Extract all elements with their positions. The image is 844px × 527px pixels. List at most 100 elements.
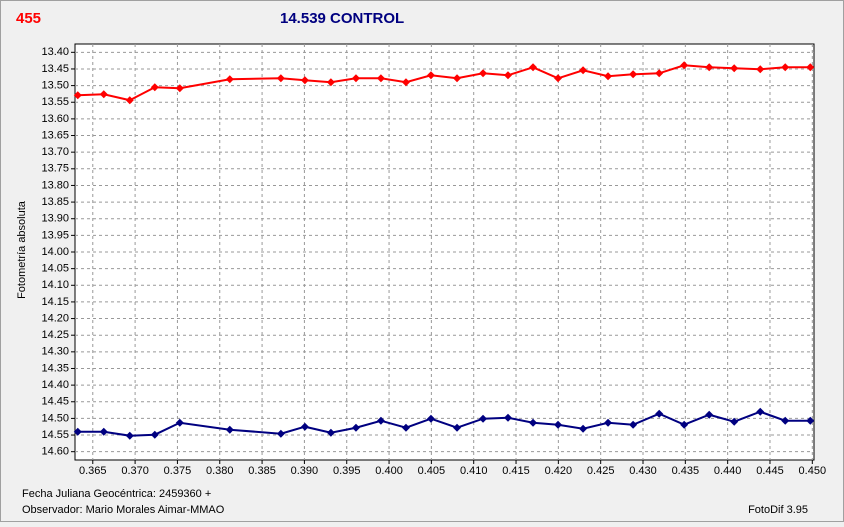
data-point: [806, 416, 815, 425]
x-tick-label: 0.440: [714, 465, 742, 477]
y-tick-label: 13.95: [41, 229, 69, 241]
data-point: [150, 430, 159, 439]
data-point: [756, 65, 765, 74]
data-point: [150, 83, 159, 92]
y-tick-label: 14.00: [41, 246, 69, 258]
y-tick-label: 14.60: [41, 446, 69, 458]
y-tick-label: 13.45: [41, 63, 69, 75]
data-point: [426, 414, 435, 423]
y-tick-label: 14.05: [41, 263, 69, 275]
x-tick-label: 0.390: [291, 465, 319, 477]
data-point: [175, 418, 184, 427]
y-tick-label: 14.55: [41, 429, 69, 441]
data-point: [401, 78, 410, 87]
y-tick-label: 14.30: [41, 346, 69, 358]
data-point: [730, 64, 739, 73]
data-point: [554, 74, 563, 83]
y-tick-label: 13.75: [41, 163, 69, 175]
data-point: [401, 423, 410, 432]
data-point: [73, 427, 82, 436]
series-line: [77, 64, 811, 102]
x-tick-label: 0.405: [418, 465, 446, 477]
data-point: [629, 420, 638, 429]
observer: Observador: Mario Morales Aimar-MMAO: [22, 504, 225, 516]
data-point: [453, 423, 462, 432]
x-tick-label: 0.380: [206, 465, 234, 477]
y-tick-label: 14.45: [41, 396, 69, 408]
y-tick-label: 13.70: [41, 146, 69, 158]
data-point: [225, 425, 234, 434]
data-point: [806, 63, 815, 72]
x-tick-label: 0.435: [672, 465, 700, 477]
data-point: [351, 423, 360, 432]
data-point: [376, 416, 385, 425]
data-point: [276, 74, 285, 83]
data-point: [529, 418, 538, 427]
y-tick-label: 14.15: [41, 296, 69, 308]
x-tick-label: 0.385: [248, 465, 276, 477]
data-point: [99, 427, 108, 436]
data-point: [655, 409, 664, 418]
data-point: [326, 78, 335, 87]
data-point: [453, 74, 462, 83]
y-tick-label: 14.10: [41, 279, 69, 291]
x-tick-label: 0.400: [375, 465, 403, 477]
data-point: [426, 71, 435, 80]
y-tick-label: 13.40: [41, 46, 69, 58]
y-tick-label: 13.60: [41, 113, 69, 125]
x-tick-label: 0.365: [79, 465, 107, 477]
data-point: [326, 428, 335, 437]
data-point: [225, 75, 234, 84]
data-point: [351, 74, 360, 83]
software: FotoDif 3.95: [748, 504, 808, 516]
y-tick-label: 14.50: [41, 412, 69, 424]
data-point: [655, 69, 664, 78]
data-point: [503, 413, 512, 422]
data-point: [276, 429, 285, 438]
x-tick-label: 0.430: [629, 465, 657, 477]
x-tick-label: 0.395: [333, 465, 361, 477]
y-axis-label: Fotometría absoluta: [16, 200, 28, 299]
data-point: [579, 424, 588, 433]
y-tick-label: 13.90: [41, 213, 69, 225]
data-point: [604, 72, 613, 81]
data-point: [125, 431, 134, 440]
x-tick-label: 0.425: [587, 465, 615, 477]
data-point: [705, 410, 714, 419]
data-point: [479, 414, 488, 423]
x-tick-label: 0.445: [756, 465, 784, 477]
x-tick-label: 0.415: [502, 465, 530, 477]
series-line: [77, 410, 811, 437]
data-point: [529, 63, 538, 72]
data-point: [604, 418, 613, 427]
y-tick-label: 14.20: [41, 312, 69, 324]
y-tick-label: 13.50: [41, 80, 69, 92]
data-point: [479, 69, 488, 78]
data-point: [781, 416, 790, 425]
y-tick-label: 13.85: [41, 196, 69, 208]
data-point: [730, 417, 739, 426]
x-tick-label: 0.420: [545, 465, 573, 477]
data-point: [175, 84, 184, 93]
data-point: [300, 76, 309, 85]
x-axis-label: Fecha Juliana Geocéntrica: 2459360 +: [22, 488, 211, 500]
x-tick-label: 0.370: [121, 465, 149, 477]
y-tick-label: 14.40: [41, 379, 69, 391]
x-tick-label: 0.410: [460, 465, 488, 477]
data-point: [781, 63, 790, 72]
data-point: [376, 74, 385, 83]
x-tick-label: 0.450: [799, 465, 827, 477]
data-point: [300, 422, 309, 431]
data-point: [554, 420, 563, 429]
y-tick-label: 14.25: [41, 329, 69, 341]
y-tick-label: 14.35: [41, 362, 69, 374]
data-point: [99, 90, 108, 99]
data-point: [579, 66, 588, 75]
plot-area: [74, 43, 815, 461]
data-point: [73, 91, 82, 100]
y-tick-label: 13.55: [41, 96, 69, 108]
data-point: [705, 63, 714, 72]
y-tick-label: 13.65: [41, 129, 69, 141]
